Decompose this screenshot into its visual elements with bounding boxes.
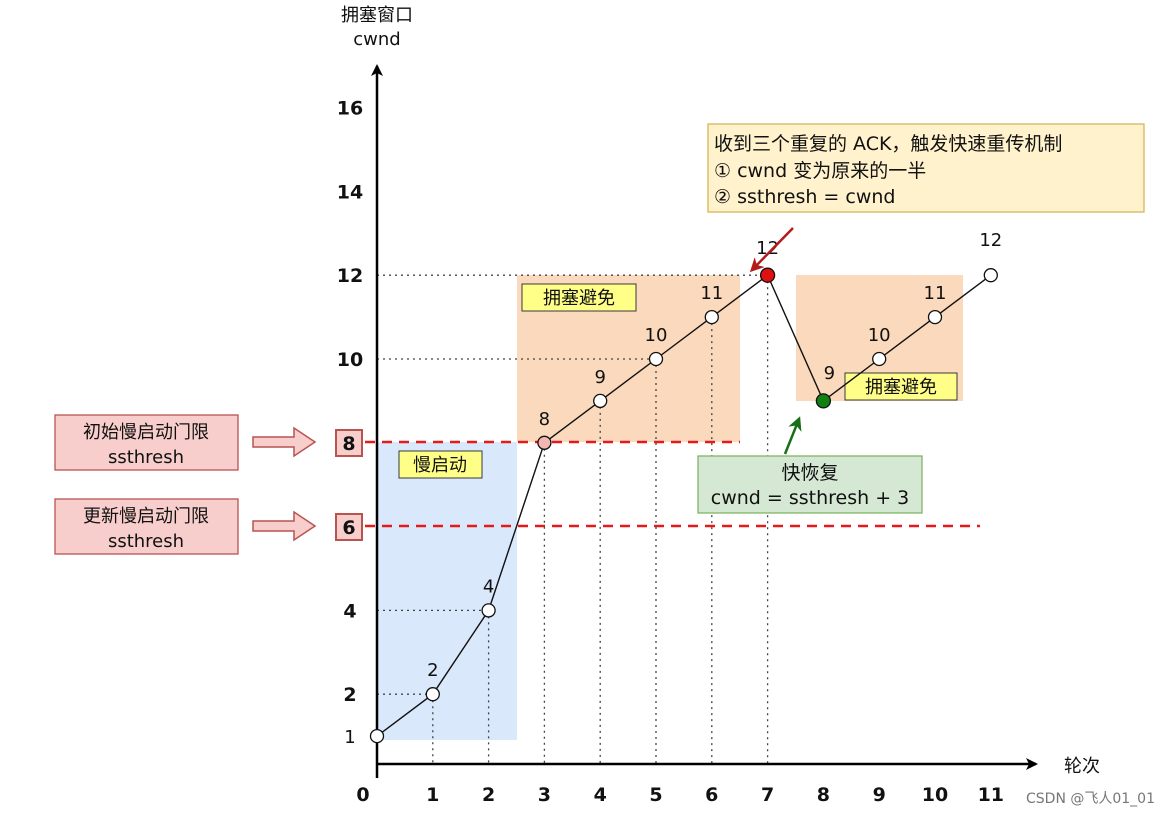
triple-ack-note	[707, 123, 1145, 213]
cwnd-point	[648, 351, 664, 367]
cwnd-point-label: 11	[924, 283, 947, 304]
congestion-avoidance-tag-2	[844, 372, 958, 401]
cwnd-point	[593, 393, 608, 409]
cwnd-point-label: 1	[344, 727, 355, 748]
cwnd-point-label: 12	[979, 230, 1002, 251]
cwnd-point-label: 2	[427, 660, 438, 681]
x-tick-label: 0	[356, 784, 369, 806]
x-tick-label: 9	[873, 784, 886, 806]
cwnd-point-label: 4	[483, 576, 494, 597]
triple-ack-arrow	[749, 227, 794, 273]
x-tick-label: 8	[817, 784, 830, 806]
cwnd-point	[425, 687, 440, 702]
initial-threshold-arrow	[252, 426, 317, 458]
x-tick-label: 4	[594, 784, 607, 806]
cwnd-point	[759, 267, 776, 283]
x-tick-label: 10	[922, 784, 948, 806]
y-tick-label: 12	[337, 265, 363, 287]
updated-threshold-line1: 更新慢启动门限	[83, 506, 209, 527]
cwnd-point	[537, 435, 552, 450]
cwnd-point	[704, 309, 719, 325]
x-tick-label: 2	[482, 784, 495, 806]
y-tick-labels: 2 4 10 12 14 16	[337, 98, 363, 707]
x-tick-label: 6	[705, 784, 718, 806]
cwnd-point	[872, 351, 887, 367]
x-tick-label: 1	[426, 784, 439, 806]
y-axis-title: 拥塞窗口	[341, 5, 413, 26]
x-tick-label: 11	[978, 784, 1004, 806]
cwnd-point-label: 9	[824, 363, 835, 384]
congestion-avoidance-tag-1-text: 拥塞避免	[543, 288, 615, 309]
x-axis-title: 轮次	[1064, 756, 1100, 777]
cwnd-point	[815, 393, 832, 409]
y-tick-label: 4	[343, 600, 356, 622]
fast-recovery-note-line1: 快恢复	[781, 462, 838, 484]
updated-threshold-line2: ssthresh	[108, 531, 184, 552]
y-axis-subtitle: cwnd	[353, 29, 400, 50]
watermark: CSDN @飞人01_01	[1026, 791, 1155, 807]
threshold-6-box	[335, 513, 363, 541]
initial-threshold-line1: 初始慢启动门限	[83, 422, 209, 443]
threshold-8-box	[335, 429, 363, 457]
slow-start-tag-text: 慢启动	[413, 455, 467, 476]
x-tick-label: 5	[649, 784, 662, 806]
threshold-8-label: 8	[342, 433, 355, 455]
triple-ack-note-line1: 收到三个重复的 ACK，触发快速重传机制	[714, 133, 1062, 155]
slow-start-tag	[398, 450, 483, 479]
y-tick-label: 16	[337, 98, 363, 120]
congestion-avoidance-tag-1	[521, 283, 637, 312]
cwnd-point	[927, 309, 943, 325]
triple-ack-note-line3: ② ssthresh = cwnd	[714, 186, 895, 208]
cwnd-point-label: 10	[868, 325, 891, 346]
cwnd-point-label: 10	[645, 325, 668, 346]
cwnd-point-label: 12	[756, 238, 779, 259]
fast-recovery-arrow	[783, 416, 802, 455]
y-tick-label: 2	[343, 684, 356, 706]
congestion-avoidance-tag-2-text: 拥塞避免	[865, 377, 937, 398]
x-tick-label: 7	[761, 784, 774, 806]
threshold-6-label: 6	[342, 517, 355, 539]
updated-threshold-box	[54, 498, 239, 555]
cwnd-point	[369, 728, 385, 744]
x-tick-label: 3	[538, 784, 551, 806]
x-tick-labels: 0 1 2 3 4 5 6 7 8 9 10 11	[356, 784, 1004, 806]
initial-threshold-line2: ssthresh	[108, 447, 184, 468]
slow-start-region	[377, 442, 517, 740]
dotted-guide-lines	[377, 274, 769, 764]
cwnd-point-label: 8	[539, 409, 550, 430]
cwnd-series-line	[376, 274, 992, 737]
updated-threshold-arrow	[252, 510, 317, 542]
y-tick-label: 14	[337, 181, 363, 203]
cwnd-point-label: 9	[594, 367, 605, 388]
cwnd-point	[481, 603, 496, 618]
fast-recovery-note-line2: cwnd = ssthresh + 3	[711, 487, 910, 509]
y-tick-label: 10	[337, 349, 363, 371]
fast-recovery-note	[697, 455, 923, 514]
initial-threshold-box	[54, 414, 239, 471]
cwnd-point	[983, 268, 998, 283]
triple-ack-note-line2: ① cwnd 变为原来的一半	[714, 160, 926, 182]
cwnd-point-label: 11	[700, 283, 723, 304]
